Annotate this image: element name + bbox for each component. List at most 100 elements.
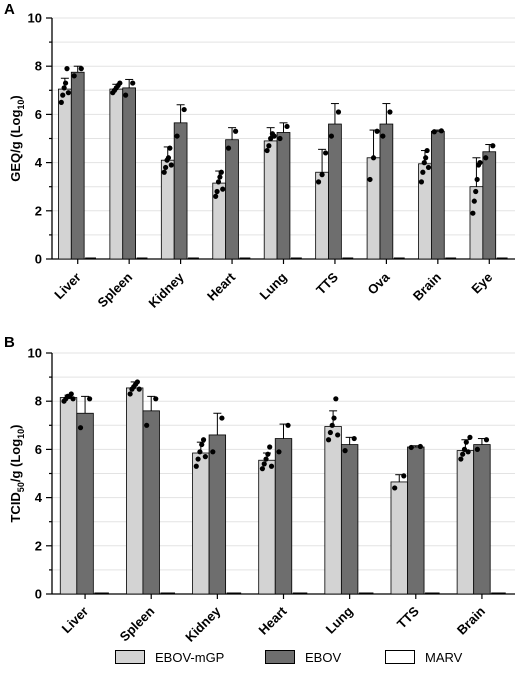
point-ebov-mgp-spleen xyxy=(134,379,141,385)
bar-ebov-heart xyxy=(225,139,239,260)
point-ebov-mgp-brain xyxy=(423,155,429,161)
point-ebov-liver xyxy=(78,66,84,72)
bar-ebov-mgp-liver xyxy=(58,88,72,260)
bar-ebov-tts xyxy=(328,123,342,260)
y-tick-label: 0 xyxy=(35,587,42,602)
bar-ebov-brain xyxy=(473,444,491,595)
point-ebov-heart xyxy=(285,422,291,428)
legend-item-ebov: EBOV xyxy=(265,648,341,666)
y-axis-label: GEQ/g (Log10) xyxy=(8,95,26,182)
point-ebov-mgp-liver xyxy=(65,90,71,96)
point-ebov-ova xyxy=(387,109,393,115)
point-ebov-mgp-heart xyxy=(218,169,224,175)
point-ebov-mgp-heart xyxy=(217,174,223,180)
point-ebov-mgp-liver xyxy=(61,85,67,91)
bar-ebov-mgp-kidney xyxy=(160,159,175,260)
bar-ebov-eye xyxy=(482,151,497,260)
point-ebov-mgp-heart xyxy=(213,193,219,199)
point-ebov-mgp-tts xyxy=(315,179,322,185)
point-ebov-mgp-heart xyxy=(265,451,271,457)
y-tick-label: 10 xyxy=(28,346,42,361)
point-ebov-mgp-liver xyxy=(70,396,76,402)
point-ebov-mgp-brain xyxy=(463,439,469,445)
bar-ebov-mgp-liver xyxy=(59,397,78,595)
point-ebov-mgp-spleen xyxy=(127,391,133,397)
y-tick-label: 4 xyxy=(35,155,43,170)
point-ebov-brain xyxy=(431,129,437,135)
category-label-liver: Liver xyxy=(59,604,92,637)
y-tick-label: 2 xyxy=(35,538,42,553)
point-ebov-mgp-liver xyxy=(58,99,64,105)
y-tick-label: 6 xyxy=(35,442,42,457)
point-ebov-mgp-liver xyxy=(64,66,70,72)
point-ebov-spleen xyxy=(123,92,129,98)
y-tick-label: 6 xyxy=(35,107,42,122)
bar-ebov-heart xyxy=(274,438,293,595)
point-ebov-mgp-heart xyxy=(214,188,220,195)
point-ebov-mgp-kidney xyxy=(167,145,173,151)
point-ebov-mgp-kidney xyxy=(163,164,169,171)
point-ebov-mgp-liver xyxy=(68,391,74,397)
point-ebov-mgp-lung xyxy=(327,429,333,436)
y-tick-label: 8 xyxy=(35,59,42,74)
category-label-tts: TTS xyxy=(394,603,422,631)
point-ebov-tts xyxy=(335,109,342,115)
y-axis-label: TCID50/g (Log10) xyxy=(8,424,26,522)
chart-panel-a: A 0 2 4 6 8 10 GEQ/g (Log10) Liver Spleen Kidney He… xyxy=(4,1,515,311)
point-ebov-mgp-lung xyxy=(266,143,272,149)
point-ebov-lung xyxy=(284,123,290,130)
bar-ebov-mgp-tts xyxy=(390,481,408,595)
point-ebov-mgp-heart xyxy=(263,456,269,462)
point-ebov-mgp-lung xyxy=(331,415,337,421)
point-ebov-mgp-brain xyxy=(467,434,473,440)
point-ebov-mgp-tts xyxy=(323,150,329,156)
point-ebov-heart xyxy=(276,449,282,455)
point-ebov-mgp-eye xyxy=(471,198,477,204)
point-ebov-mgp-lung xyxy=(325,437,332,443)
point-ebov-liver xyxy=(87,396,93,402)
point-ebov-eye xyxy=(490,143,496,149)
point-ebov-mgp-heart xyxy=(261,461,267,467)
point-ebov-mgp-brain xyxy=(424,147,430,154)
legend-label-ebov-mgp: EBOV-mGP xyxy=(155,649,225,665)
bar-ebov-mgp-kidney xyxy=(192,452,210,595)
point-ebov-mgp-eye xyxy=(474,176,480,183)
point-ebov-mgp-eye xyxy=(473,188,479,195)
category-label-kidney: Kidney xyxy=(145,269,187,311)
point-ebov-mgp-lung xyxy=(329,422,335,428)
bar-ebov-lung xyxy=(340,444,359,595)
category-label-ova: Ova xyxy=(365,269,394,298)
point-ebov-lung xyxy=(277,135,283,142)
point-ebov-mgp-brain xyxy=(420,169,426,175)
point-ebov-mgp-heart xyxy=(215,179,222,185)
bar-ebov-kidney xyxy=(173,122,188,260)
bar-ebov-mgp-ova xyxy=(366,157,381,260)
category-label-spleen: Spleen xyxy=(95,269,136,310)
point-ebov-mgp-kidney xyxy=(165,155,172,161)
bar-ebov-liver xyxy=(76,412,94,595)
category-label-heart: Heart xyxy=(256,603,291,638)
bar-ebov-tts xyxy=(407,446,425,595)
point-ebov-mgp-liver xyxy=(60,92,66,98)
category-label-lung: Lung xyxy=(257,269,290,302)
category-label-liver: Liver xyxy=(51,270,84,303)
point-ebov-ova xyxy=(380,133,386,139)
bar-ebov-mgp-lung xyxy=(263,140,278,260)
bar-ebov-ova xyxy=(379,123,394,260)
point-ebov-lung xyxy=(351,435,357,442)
panel-letter: A xyxy=(4,1,15,18)
point-ebov-kidney xyxy=(210,449,216,455)
y-tick-label: 0 xyxy=(35,252,42,267)
bar-ebov-lung xyxy=(276,132,291,260)
legend-label-marv: MARV xyxy=(425,649,463,665)
category-label-lung: Lung xyxy=(323,603,356,636)
bar-ebov-mgp-heart xyxy=(258,459,276,595)
point-ebov-mgp-ova xyxy=(370,155,377,161)
point-ebov-tts xyxy=(417,443,423,450)
point-ebov-mgp-tts xyxy=(401,473,407,479)
point-ebov-tts xyxy=(408,444,414,451)
legend-swatch-ebov-mgp xyxy=(115,650,145,664)
category-label-kidney: Kidney xyxy=(182,603,224,645)
point-ebov-spleen xyxy=(153,396,159,402)
